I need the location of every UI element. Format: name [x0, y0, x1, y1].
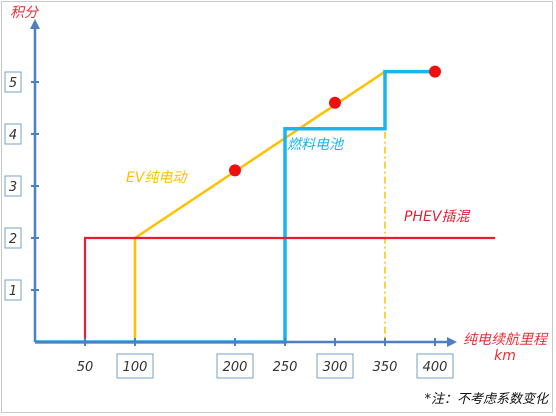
y-tick-label-box	[4, 71, 22, 93]
x-axis-unit: km	[494, 348, 516, 364]
phev-line	[83, 236, 495, 342]
y-tick-label-box	[4, 123, 22, 145]
footnote: *注：不考虑系数变化	[424, 391, 550, 407]
ev-series-label: EV纯电动	[126, 170, 188, 186]
x-tick-label: 100	[123, 360, 148, 375]
ev-data-point	[429, 65, 441, 78]
x-tick-label: 300	[323, 360, 348, 375]
y-tick-label-box	[4, 175, 22, 197]
x-tick-label-box	[116, 353, 154, 379]
ev-data-point	[329, 96, 341, 109]
x-tick-label-box	[316, 353, 354, 379]
y-axis-title: 积分	[10, 5, 40, 21]
y-tick-label-box	[4, 227, 22, 249]
x-tick-label: 250	[273, 360, 298, 375]
y-tick-label: 3	[9, 180, 17, 195]
ev-line	[35, 70, 435, 344]
fuel-cell-line	[35, 69, 435, 344]
fuel-cell-series-label: 燃料电池	[287, 137, 345, 153]
x-tick-label: 50	[77, 360, 94, 375]
phev-series-label: PHEV插混	[404, 209, 471, 225]
y-tick-label-box	[4, 279, 22, 301]
x-tick-label: 400	[423, 360, 448, 375]
y-tick-label: 2	[9, 232, 17, 247]
ev-data-point	[229, 164, 241, 177]
x-tick-label-box	[216, 353, 254, 379]
x-tick-label-box	[416, 353, 454, 379]
x-axis-title: 纯电续航里程	[463, 332, 549, 348]
y-tick-label: 4	[9, 128, 17, 143]
x-tick-label: 350	[373, 360, 398, 375]
y-tick-label: 1	[9, 284, 17, 299]
x-tick-label: 200	[223, 360, 248, 375]
y-tick-label: 5	[9, 76, 17, 91]
